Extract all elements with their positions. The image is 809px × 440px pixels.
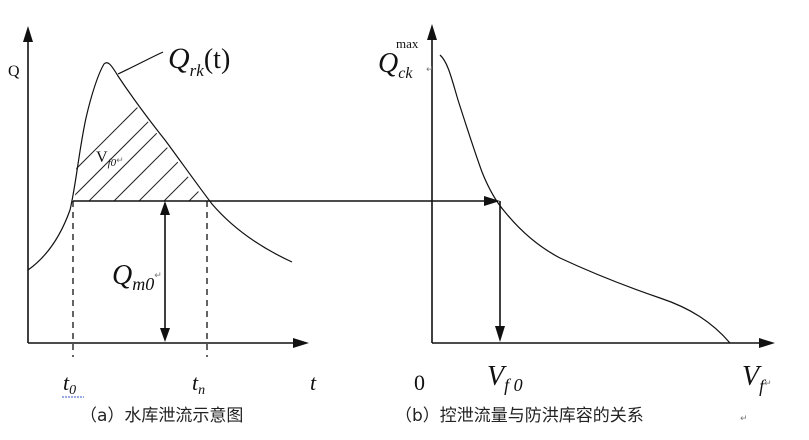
right-y-axis-label-main: Q <box>378 48 398 79</box>
curve-label-main: Q <box>168 42 190 75</box>
right-x-paragraph-mark: ↵ <box>764 379 772 389</box>
qm0-arrowhead-up <box>160 201 170 215</box>
tick-vf0-main: V <box>487 361 507 392</box>
right-y-axis-label: Qck <box>378 48 413 82</box>
qm0-paragraph-mark: ↵ <box>154 271 162 281</box>
qm0-label-main: Q <box>112 260 132 291</box>
qm0-label: Qm0↵ <box>112 260 162 294</box>
qm0-label-sub: m0 <box>132 274 154 294</box>
tick-tn-main: t <box>192 370 199 395</box>
left-caption: （a）水库泄流示意图 <box>80 406 243 426</box>
discharge-storage-curve <box>439 54 731 344</box>
right-y-axis-label-sub: ck <box>398 65 413 82</box>
origin-label: 0 <box>414 370 425 395</box>
curve-label-leader <box>117 51 164 75</box>
area-paragraph-mark: ↵ <box>116 156 124 166</box>
right-y-paragraph-mark: ↵ <box>426 65 434 75</box>
tick-tn-label: tn <box>192 370 205 398</box>
left-panel: Q Qrk(t) Vf0↵ Qm0↵ t0 tn t （a）水库泄流示意图 <box>8 26 317 426</box>
tick-vf0-sub: f 0 <box>504 375 523 395</box>
right-caption: （b）控泄流量与防洪库容的关系 <box>395 406 644 426</box>
right-x-axis-main: V <box>742 361 762 392</box>
inflow-hydrograph-curve <box>27 62 293 271</box>
left-y-axis-arrowhead <box>23 26 33 42</box>
area-label: Vf0↵ <box>96 149 124 169</box>
tick-t0-label: t0 <box>63 370 76 398</box>
right-panel: Qck max ↵ 0 Vf 0 Vf↵ （b）控泄流量与防洪库容的关系 ↵ <box>378 24 775 426</box>
connecting-arrowhead <box>484 196 500 206</box>
tick-t0-main: t <box>63 370 70 395</box>
right-y-axis-arrowhead <box>427 24 437 40</box>
left-y-axis-label: Q <box>8 63 20 80</box>
curve-label-arg: (t) <box>204 44 230 75</box>
hatched-storage-area <box>75 89 205 201</box>
right-y-axis-label-sup: max <box>396 36 419 51</box>
qm0-arrowhead-down <box>160 328 170 342</box>
right-x-axis-arrowhead <box>759 338 775 348</box>
tick-t0-sub: 0 <box>69 383 76 398</box>
right-caption-paragraph-mark: ↵ <box>740 414 748 424</box>
left-x-axis-arrowhead <box>293 338 309 348</box>
right-x-axis-label: Vf↵ <box>742 361 772 396</box>
area-label-main: V <box>96 149 108 166</box>
curve-label: Qrk(t) <box>168 42 230 80</box>
right-x-axis-sub: f <box>759 376 767 396</box>
tick-vf0-label: Vf 0 <box>487 361 523 395</box>
curve-label-sub: rk <box>190 61 205 80</box>
left-x-axis-label: t <box>310 370 317 395</box>
vf0-arrowhead <box>495 326 505 342</box>
tick-tn-sub: n <box>198 383 205 398</box>
area-label-sub: f0 <box>108 157 117 169</box>
